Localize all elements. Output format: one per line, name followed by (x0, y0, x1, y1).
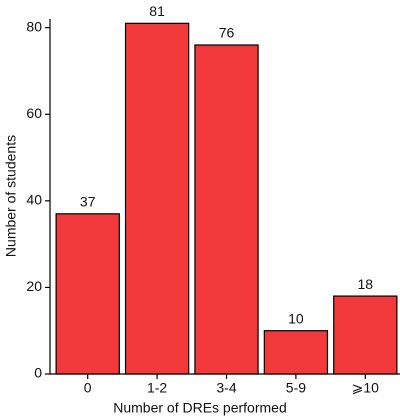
x-tick-label: ⩾10 (352, 380, 380, 396)
bar (263, 330, 329, 375)
bar (55, 213, 120, 375)
y-tick-label: 60 (26, 105, 42, 121)
value-label: 10 (288, 310, 304, 326)
value-label: 76 (219, 25, 235, 41)
x-tick-label: 1-2 (147, 380, 167, 396)
y-axis-label: Number of students (3, 135, 19, 257)
x-axis-label: Number of DREs performed (113, 400, 287, 416)
x-tick-label: 3-4 (216, 380, 236, 396)
y-tick-label: 80 (26, 18, 42, 34)
bar (124, 22, 190, 375)
value-label: 18 (358, 276, 374, 292)
bar (333, 295, 398, 375)
x-tick-label: 0 (84, 380, 92, 396)
value-label: 81 (149, 3, 165, 19)
x-tick-label: 5-9 (286, 380, 306, 396)
bar (194, 44, 259, 375)
y-tick-label: 20 (26, 278, 42, 294)
y-tick-label: 0 (34, 365, 42, 381)
value-label: 37 (80, 194, 96, 210)
y-tick-label: 40 (26, 192, 42, 208)
